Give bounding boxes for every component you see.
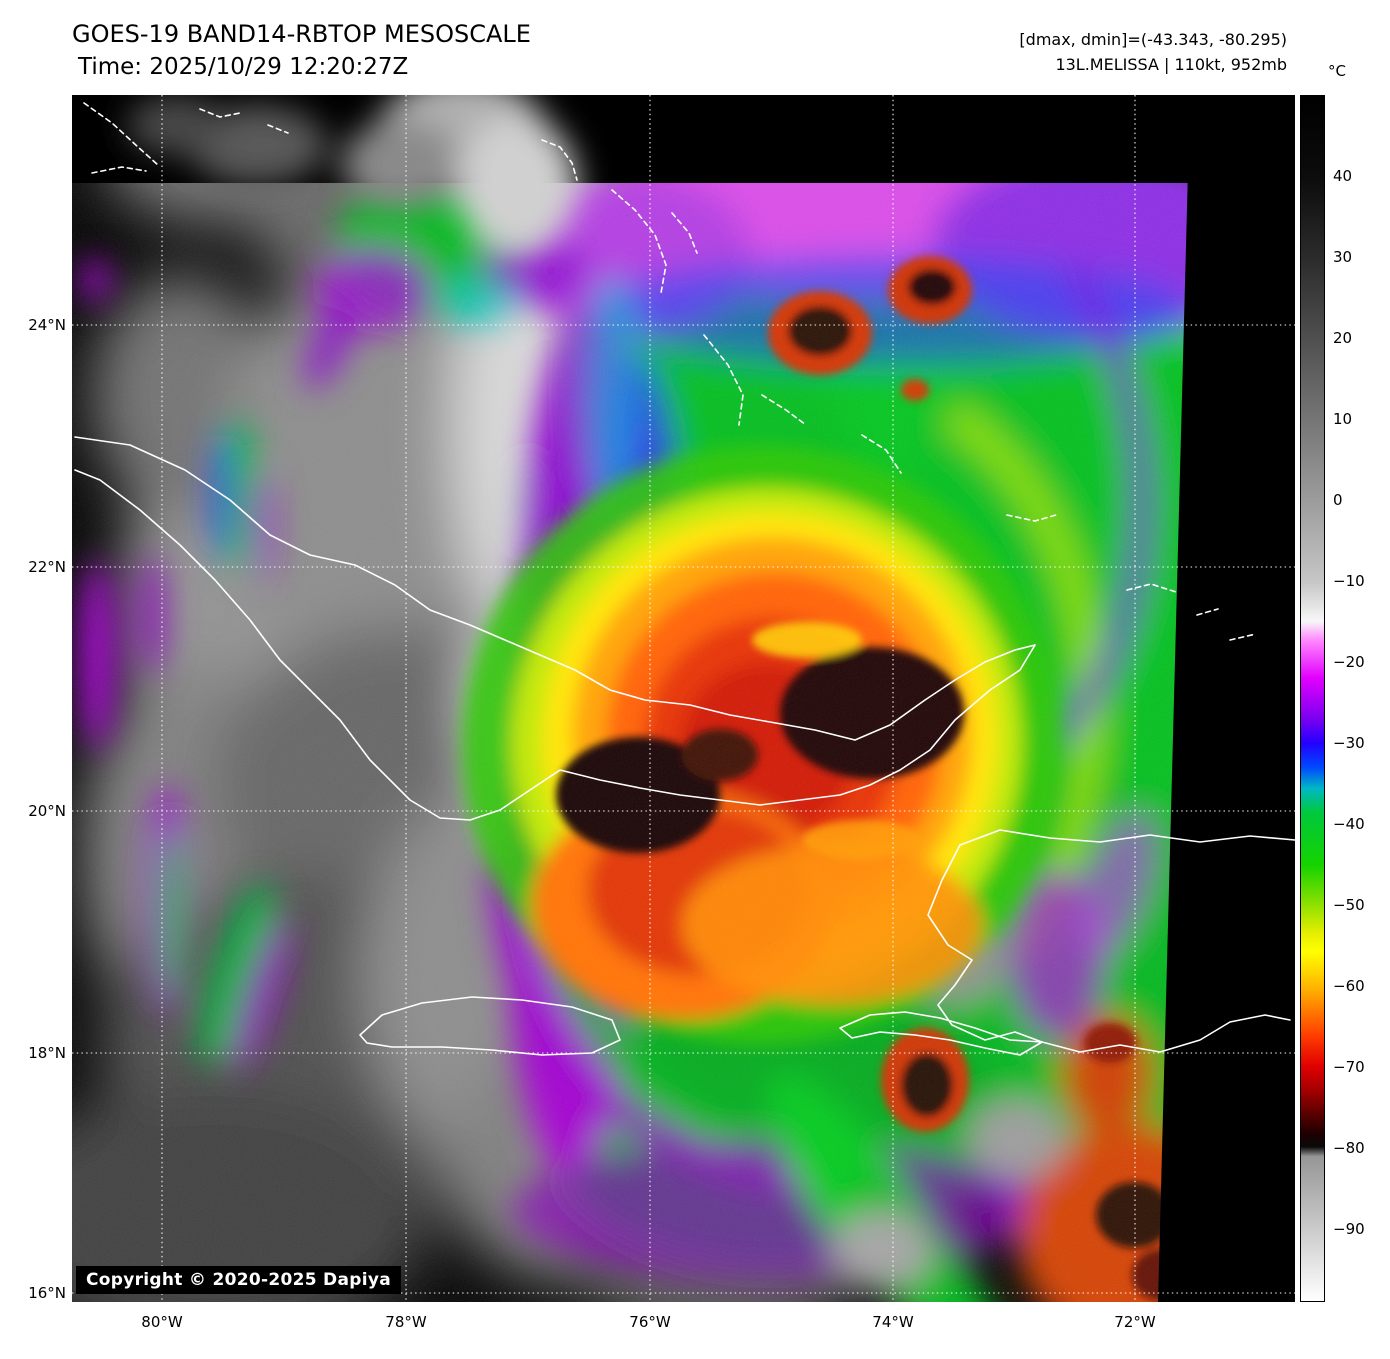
colorbar-tick-30: 30 [1333,248,1353,266]
lat-label-18n: 18°N [28,1044,66,1062]
lon-label-80w: 80°W [141,1313,183,1331]
colorbar-tick-10: 10 [1333,410,1353,428]
storm-info: 13L.MELISSA | 110kt, 952mb [1055,55,1287,74]
dmax-dmin-readout: [dmax, dmin]=(-43.343, -80.295) [1019,30,1287,49]
hispaniola-north-coastline [959,829,1295,846]
north-cloud-wisps [127,95,577,255]
lat-label-20n: 20°N [28,802,66,820]
colorbar-tick-m70: −70 [1333,1058,1365,1076]
colorbar-tick-m90: −90 [1333,1220,1365,1238]
lon-label-72w: 72°W [1114,1313,1156,1331]
lat-label-24n: 24°N [28,316,66,334]
lon-label-74w: 74°W [872,1313,914,1331]
haiti-west-coastline [927,844,1043,1043]
colorbar-tick-m80: −80 [1333,1139,1365,1157]
lon-label-78w: 78°W [385,1313,427,1331]
satellite-map: Copyright © 2020-2025 Dapiya [72,95,1295,1302]
jamaica-coastline [359,996,621,1056]
sensor-grain-texture [72,95,1295,1302]
bahamas-florida-coastlines [83,102,1257,641]
colorbar-tick-m40: −40 [1333,815,1365,833]
copyright-notice: Copyright © 2020-2025 Dapiya [76,1266,401,1294]
temperature-colorbar [1300,95,1325,1302]
tiburon-peninsula-coastline [839,1011,1043,1056]
product-title: GOES-19 BAND14-RBTOP MESOSCALE [72,20,531,48]
colorbar-tick-m10: −10 [1333,572,1365,590]
timestamp: Time: 2025/10/29 12:20:27Z [78,54,409,80]
coastlines-overlay [74,102,1295,1056]
colorbar-tick-m20: −20 [1333,653,1365,671]
colorbar-tick-m60: −60 [1333,977,1365,995]
colorbar-unit-label: °C [1328,62,1346,80]
satellite-image [72,95,1295,1302]
cuba-coastline [74,436,1036,821]
lat-label-16n: 16°N [28,1284,66,1302]
colorbar-tick-40: 40 [1333,167,1353,185]
colorbar-tick-20: 20 [1333,329,1353,347]
hispaniola-south-coastline [1041,1014,1291,1053]
graticule-grid [72,95,1295,1302]
colorbar-tick-0: 0 [1333,491,1343,509]
lat-label-22n: 22°N [28,558,66,576]
lon-label-76w: 76°W [629,1313,671,1331]
colorbar-tick-m50: −50 [1333,896,1365,914]
colorbar-tick-m30: −30 [1333,734,1365,752]
sector-east-edge [1158,95,1295,1302]
